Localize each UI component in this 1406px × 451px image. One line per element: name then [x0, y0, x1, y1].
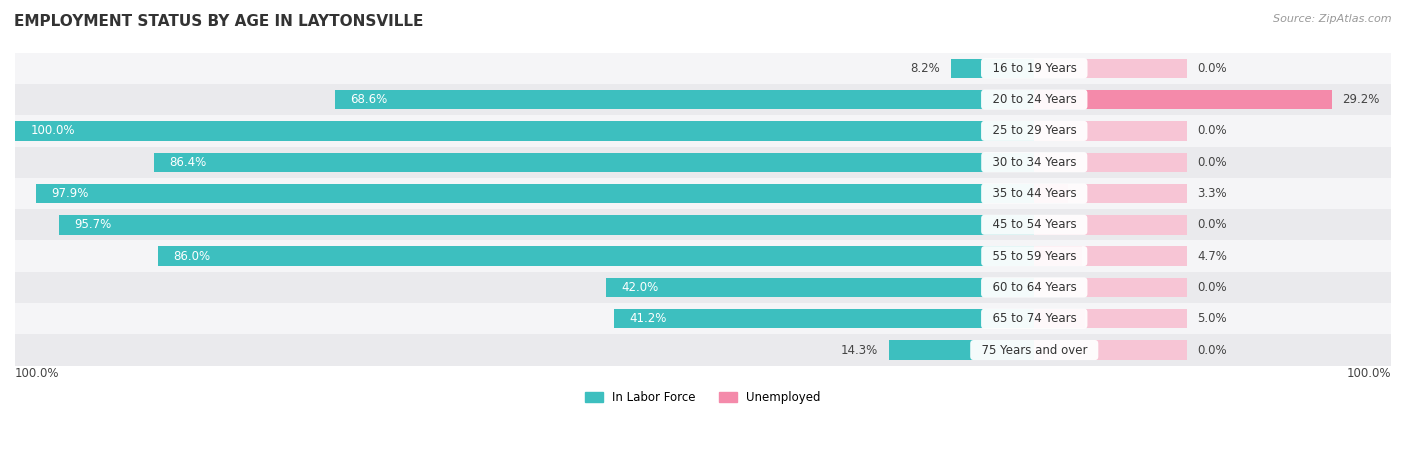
Bar [889, 341, 1035, 360]
Bar [1035, 246, 1187, 266]
Bar [15, 240, 1391, 272]
Text: 3.3%: 3.3% [1198, 187, 1227, 200]
Bar [15, 209, 1391, 240]
Text: 14.3%: 14.3% [841, 344, 879, 357]
Bar [1035, 309, 1187, 328]
Text: 95.7%: 95.7% [75, 218, 111, 231]
Text: 0.0%: 0.0% [1198, 124, 1227, 138]
Text: 4.7%: 4.7% [1198, 250, 1227, 262]
Text: 75 Years and over: 75 Years and over [974, 344, 1095, 357]
Bar [37, 184, 1035, 203]
Bar [1035, 90, 1331, 109]
Text: 55 to 59 Years: 55 to 59 Years [984, 250, 1084, 262]
Bar [15, 84, 1391, 115]
Bar [1035, 152, 1187, 172]
Bar [1035, 184, 1069, 203]
Text: 68.6%: 68.6% [350, 93, 388, 106]
Bar [153, 152, 1035, 172]
Bar [1035, 121, 1187, 141]
Text: 35 to 44 Years: 35 to 44 Years [984, 187, 1084, 200]
Bar [606, 278, 1035, 297]
Bar [157, 246, 1035, 266]
Text: 30 to 34 Years: 30 to 34 Years [984, 156, 1084, 169]
Bar [614, 309, 1035, 328]
Bar [1035, 215, 1187, 235]
Text: 100.0%: 100.0% [1347, 367, 1391, 380]
Text: 0.0%: 0.0% [1198, 344, 1227, 357]
Text: 5.0%: 5.0% [1198, 312, 1227, 325]
Bar [15, 178, 1391, 209]
Text: 16 to 19 Years: 16 to 19 Years [984, 62, 1084, 75]
Text: 25 to 29 Years: 25 to 29 Years [984, 124, 1084, 138]
Bar [15, 121, 1035, 141]
Text: 20 to 24 Years: 20 to 24 Years [984, 93, 1084, 106]
Bar [15, 147, 1391, 178]
Bar [1035, 59, 1187, 78]
Bar [1035, 246, 1083, 266]
Text: 0.0%: 0.0% [1198, 156, 1227, 169]
Text: 100.0%: 100.0% [15, 367, 59, 380]
Bar [1035, 184, 1187, 203]
Text: 65 to 74 Years: 65 to 74 Years [984, 312, 1084, 325]
Bar [15, 53, 1391, 84]
Bar [15, 272, 1391, 303]
Bar [335, 90, 1035, 109]
Bar [59, 215, 1035, 235]
Text: 86.0%: 86.0% [173, 250, 209, 262]
Text: 86.4%: 86.4% [169, 156, 207, 169]
Bar [1035, 341, 1187, 360]
Legend: In Labor Force, Unemployed: In Labor Force, Unemployed [581, 387, 825, 409]
Text: 45 to 54 Years: 45 to 54 Years [984, 218, 1084, 231]
Text: 0.0%: 0.0% [1198, 218, 1227, 231]
Text: 41.2%: 41.2% [630, 312, 666, 325]
Text: 29.2%: 29.2% [1343, 93, 1379, 106]
Bar [1035, 309, 1085, 328]
Text: Source: ZipAtlas.com: Source: ZipAtlas.com [1274, 14, 1392, 23]
Bar [1035, 278, 1187, 297]
Text: 97.9%: 97.9% [52, 187, 89, 200]
Text: 0.0%: 0.0% [1198, 281, 1227, 294]
Bar [15, 334, 1391, 366]
Text: 60 to 64 Years: 60 to 64 Years [984, 281, 1084, 294]
Bar [15, 115, 1391, 147]
Bar [15, 303, 1391, 334]
Bar [1035, 90, 1187, 109]
Text: 100.0%: 100.0% [31, 124, 75, 138]
Text: EMPLOYMENT STATUS BY AGE IN LAYTONSVILLE: EMPLOYMENT STATUS BY AGE IN LAYTONSVILLE [14, 14, 423, 28]
Text: 8.2%: 8.2% [911, 62, 941, 75]
Text: 42.0%: 42.0% [621, 281, 658, 294]
Bar [950, 59, 1035, 78]
Text: 0.0%: 0.0% [1198, 62, 1227, 75]
